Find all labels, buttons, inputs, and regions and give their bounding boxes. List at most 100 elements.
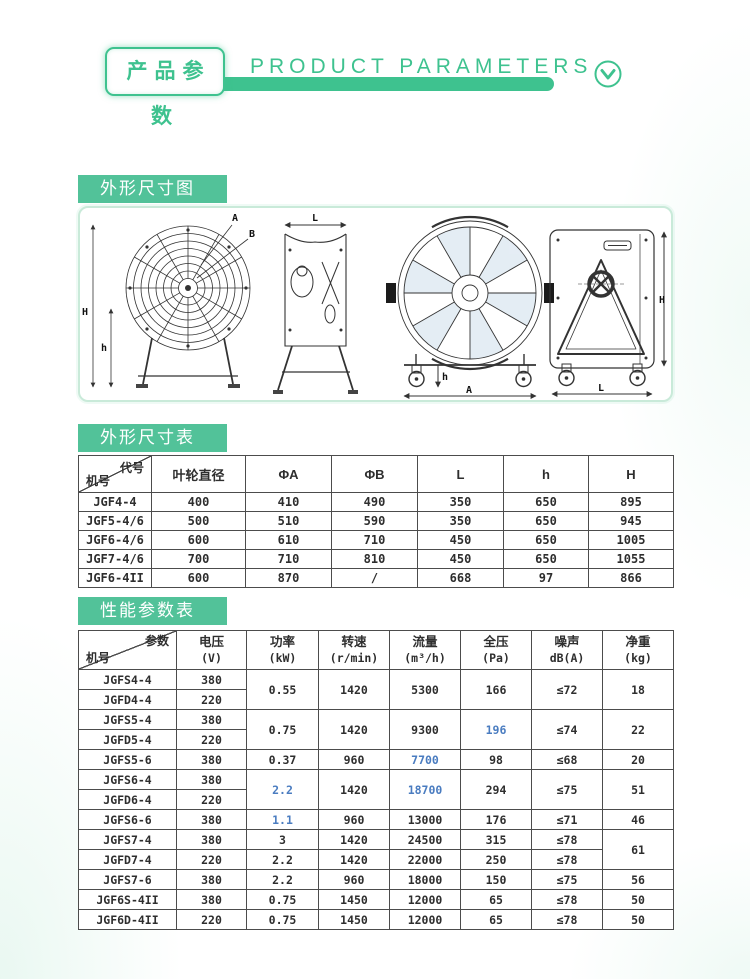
cell: 895 [588,492,674,512]
cell-model: JGF5-4/6 [78,511,152,531]
fan-blade-view-drawing: h A [386,216,554,399]
cell: 350 [417,492,504,512]
cell-model: JGF6S-4II [78,889,177,910]
column-header: h [503,455,589,493]
cell-pressure: 150 [460,869,532,890]
cell-model: JGFS5-4 [78,709,177,730]
cell-pressure: 250 [460,849,532,870]
cell: 1055 [588,549,674,569]
svg-text:L: L [312,213,318,224]
cell-voltage: 380 [176,669,247,690]
cell-power: 3 [246,829,319,850]
cell-model: JGFD7-4 [78,849,177,870]
product-parameters-title: PRODUCT PARAMETERS [250,55,593,78]
table-row: JGFD6-4 220 [78,789,674,810]
fan-technical-drawings: H h [82,213,667,399]
corner-cell: 代号 机号 [78,455,152,493]
cell-flow: 18000 [389,869,461,890]
cell-noise: ≤74 [531,709,603,750]
cell: 510 [245,511,332,531]
table-row: JGFS7-6 380 2.2 960 18000 150 ≤75 56 [78,869,674,890]
cell-speed: 1450 [318,889,390,910]
chevron-down-circle-icon[interactable] [593,59,623,89]
cell-voltage: 220 [176,689,247,710]
cell-power: 1.1 [246,809,319,830]
column-header: ΦA [245,455,332,493]
product-parameters-badge: 产品参数 [105,47,225,128]
dimension-diagram-box: H h [78,206,673,402]
column-header: L [417,455,504,493]
cell: / [331,568,418,588]
cell-pressure: 98 [460,749,532,770]
svg-text:A: A [466,385,472,396]
cell-noise: ≤71 [531,809,603,830]
table-row: JGFD7-4 220 2.2 1420 22000 250 ≤78 [78,849,674,870]
section-label-dimension-table: 外形尺寸表 [78,424,227,452]
cell-voltage: 380 [176,769,247,790]
cell-power: 0.75 [246,889,319,910]
cell-voltage: 220 [176,849,247,870]
cell: 450 [417,549,504,569]
cell-weight: 56 [602,869,674,890]
corner-top-label: 参数 [144,634,169,648]
section-header: 产品参数 PRODUCT PARAMETERS [78,46,673,128]
table-row: JGFS6-4 380 2.2 1420 18700 294 ≤75 51 [78,769,674,810]
cell: 350 [417,511,504,531]
cell-model: JGFS5-6 [78,749,177,770]
cell-weight: 18 [602,669,674,710]
cell-speed: 1420 [318,669,390,710]
performance-table: 参数 机号 电压 (V) 功率 (kW) 转速 (r/min) 流量 (m³/h) 全压… [78,630,674,930]
cell: 590 [331,511,418,531]
cell-speed: 1420 [318,709,390,750]
cell-model: JGFD4-4 [78,689,177,710]
table-row: JGFS7-4 380 3 1420 24500 315 ≤78 61 [78,829,674,870]
cell: 710 [331,530,418,550]
table-row: JGF6S-4II 380 0.75 1450 12000 65 ≤78 50 [78,889,674,910]
cell-model: JGFS7-6 [78,869,177,890]
corner-bottom-label: 机号 [86,474,111,488]
cell-model: JGF6-4/6 [78,530,152,550]
cell: 600 [151,530,246,550]
fan-side-view-drawing: L [273,213,358,394]
cell-flow: 9300 [389,709,461,750]
column-header: 净重 (kg) [602,630,674,670]
cell-power: 0.75 [246,709,319,750]
table-row: JGFS5-4 380 0.75 1420 9300 196 ≤74 22 [78,709,674,750]
cell-voltage: 380 [176,749,247,770]
cell-power: 2.2 [246,869,319,890]
table-row: JGF6-4/6 600 610 710 450 650 1005 [78,530,674,550]
cell-power: 0.55 [246,669,319,710]
column-header: 噪声 dB(A) [531,630,603,670]
cell-model: JGF7-4/6 [78,549,152,569]
cell-speed: 1420 [318,829,390,850]
cell: 668 [417,568,504,588]
section-label-dimension-diagram: 外形尺寸图 [78,175,227,203]
table-header-row: 参数 机号 电压 (V) 功率 (kW) 转速 (r/min) 流量 (m³/h) 全压… [78,630,674,670]
cell: 810 [331,549,418,569]
table-row: JGFD4-4 220 [78,689,674,710]
cell-pressure: 294 [460,769,532,810]
table-row: JGF7-4/6 700 710 810 450 650 1055 [78,549,674,569]
cell: 400 [151,492,246,512]
svg-text:H: H [82,307,88,318]
cell-pressure: 65 [460,909,532,930]
table-row: JGF5-4/6 500 510 590 350 650 945 [78,511,674,531]
table-row: JGF6-4II 600 870 / 668 97 866 [78,568,674,588]
cell-weight: 61 [602,829,674,870]
cell-pressure: 315 [460,829,532,850]
cell-flow: 7700 [389,749,461,770]
table-row: JGFS5-6 380 0.37 960 7700 98 ≤68 20 [78,749,674,770]
cell: 500 [151,511,246,531]
cell: 600 [151,568,246,588]
cell-speed: 960 [318,869,390,890]
cell: 700 [151,549,246,569]
cell-speed: 1450 [318,909,390,930]
column-header: H [588,455,674,493]
cell-flow: 18700 [389,769,461,810]
dimensions-table: 代号 机号 叶轮直径 ΦA ΦB L h H JGF4-4 400 410 49… [78,455,674,588]
svg-text:A: A [232,213,238,224]
cell-noise: ≤78 [531,849,603,870]
table-row: JGFS6-6 380 1.1 960 13000 176 ≤71 46 [78,809,674,830]
cell-power: 2.2 [246,849,319,870]
column-header: 功率 (kW) [246,630,319,670]
